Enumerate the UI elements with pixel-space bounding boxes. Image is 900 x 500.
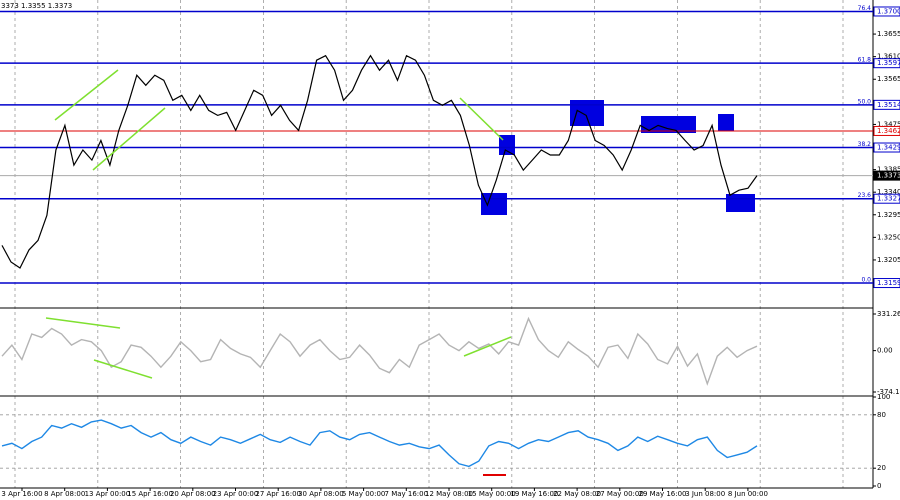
y-tick-label: 1.3475 bbox=[877, 120, 900, 128]
box bbox=[718, 114, 734, 131]
y-tick-label: 1.3340 bbox=[877, 188, 900, 196]
y-tick-label: 80 bbox=[877, 411, 886, 419]
series-line bbox=[1, 316, 758, 386]
series-line bbox=[1, 419, 758, 468]
x-tick-label: 8 Jun 00:00 bbox=[728, 490, 768, 498]
trendline bbox=[463, 336, 512, 357]
level-label: 1.3462 bbox=[877, 127, 900, 135]
box bbox=[726, 194, 755, 212]
level-label-box bbox=[873, 193, 900, 204]
fib-label: 0.0 bbox=[861, 277, 871, 284]
x-tick-label: 27 May 00:00 bbox=[596, 490, 644, 498]
x-tick-label: 22 May 08:00 bbox=[553, 490, 601, 498]
level-label-box bbox=[873, 170, 900, 181]
y-tick-label: 1.3250 bbox=[877, 233, 900, 241]
y-tick-label: 331.2603 bbox=[877, 310, 900, 318]
level-label: 1.3597 bbox=[877, 59, 900, 67]
x-tick-label: 8 Apr 08:00 bbox=[44, 490, 85, 498]
y-tick-label: 20 bbox=[877, 464, 886, 472]
level-label: 1.3429 bbox=[877, 144, 900, 152]
trendline bbox=[92, 107, 166, 171]
x-tick-label: 3 Apr 16:00 bbox=[1, 490, 42, 498]
y-tick-label: 1.3295 bbox=[877, 211, 900, 219]
x-tick-label: 5 May 00:00 bbox=[342, 490, 386, 498]
x-tick-label: 27 Apr 16:00 bbox=[255, 490, 301, 498]
series-line bbox=[1, 54, 758, 269]
x-tick-label: 13 Apr 00:00 bbox=[85, 490, 131, 498]
level-label-box bbox=[873, 6, 900, 17]
level-label-box bbox=[873, 99, 900, 110]
x-tick-label: 23 Apr 00:00 bbox=[213, 490, 259, 498]
level-label: 1.3514 bbox=[877, 101, 900, 109]
y-tick-label: 1.3565 bbox=[877, 75, 900, 83]
level-label-box bbox=[873, 125, 900, 136]
fib-label: 76.4 bbox=[858, 5, 872, 12]
x-tick-label: 3 Jun 08:00 bbox=[685, 490, 725, 498]
plot: 1.3655 1.3610 1.3565 1.3475 1.3385 1.3340 1.32… bbox=[0, 5, 900, 498]
fib-label: 38.2 bbox=[858, 141, 872, 148]
y-tick-label: 1.3655 bbox=[877, 30, 900, 38]
x-tick-label: 29 May 16:00 bbox=[638, 490, 686, 498]
y-tick-label: 100 bbox=[877, 393, 890, 401]
fib-label: 50.0 bbox=[858, 98, 872, 105]
x-tick-label: 20 Apr 08:00 bbox=[170, 490, 216, 498]
y-tick-label: 0 bbox=[877, 482, 881, 490]
level-label: 1.3373 bbox=[877, 172, 900, 180]
x-tick-label: 7 May 16:00 bbox=[385, 490, 429, 498]
level-label-box bbox=[873, 278, 900, 289]
x-tick-label: 15 Apr 16:00 bbox=[127, 490, 173, 498]
y-tick-label: 0.00 bbox=[877, 347, 893, 355]
level-label: 1.3159 bbox=[877, 279, 900, 287]
y-tick-label: 1.3385 bbox=[877, 166, 900, 174]
x-tick-label: 12 May 08:00 bbox=[425, 490, 473, 498]
level-label: 1.3700 bbox=[877, 7, 900, 15]
x-tick-label: 15 May 00:00 bbox=[468, 490, 516, 498]
box bbox=[641, 116, 696, 133]
trendline bbox=[54, 69, 119, 121]
y-tick-label: -374.144 bbox=[877, 388, 900, 396]
trendlines bbox=[45, 69, 512, 379]
level-label-box bbox=[873, 142, 900, 153]
box bbox=[570, 100, 604, 126]
trendline bbox=[459, 97, 504, 141]
trendline bbox=[93, 359, 153, 379]
fib-label: 61.8 bbox=[858, 57, 872, 64]
x-tick-label: 19 May 16:00 bbox=[510, 490, 558, 498]
x-tick-label: 30 Apr 08:00 bbox=[298, 490, 344, 498]
level-label: 1.3327 bbox=[877, 195, 900, 203]
box bbox=[481, 193, 507, 215]
y-tick-label: 1.3610 bbox=[877, 53, 900, 61]
fib-label: 23.6 bbox=[858, 192, 872, 199]
trendline bbox=[45, 317, 121, 329]
header: 3373 1.3355 1.3373 bbox=[1, 2, 72, 10]
y-tick-label: 1.3205 bbox=[877, 256, 900, 264]
level-label-box bbox=[873, 58, 900, 69]
